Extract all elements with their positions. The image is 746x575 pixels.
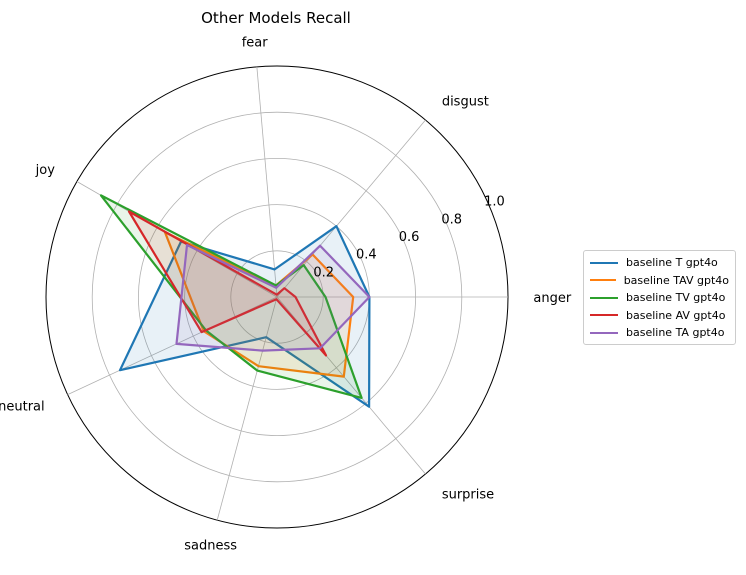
axis-labels: 0.2 0.4 0.6 0.8 1.0 anger disgust fear joy neutra… bbox=[0, 36, 572, 554]
series-line-2 bbox=[99, 194, 363, 399]
legend-label: baseline TA gpt4o bbox=[626, 326, 725, 340]
legend-label: baseline AV gpt4o bbox=[626, 308, 726, 322]
category-label-surprise: surprise bbox=[442, 487, 494, 502]
radial-tick-label: 0.2 bbox=[313, 265, 334, 280]
legend-item: baseline TV gpt4o bbox=[590, 289, 729, 307]
radial-tick-label: 0.6 bbox=[399, 230, 420, 245]
chart-title: Other Models Recall bbox=[201, 9, 351, 27]
radial-tick-label: 0.4 bbox=[356, 248, 377, 263]
legend-swatch bbox=[590, 261, 618, 264]
series-line-4 bbox=[175, 243, 371, 352]
series-fill-4 bbox=[176, 245, 370, 351]
legend-label: baseline TV gpt4o bbox=[626, 291, 726, 305]
legend-item: baseline TAV gpt4o bbox=[590, 272, 729, 290]
series-line-3 bbox=[127, 210, 328, 357]
category-label-disgust: disgust bbox=[442, 95, 489, 110]
radial-tick-label: 1.0 bbox=[484, 195, 505, 210]
series-layer bbox=[99, 194, 371, 408]
category-label-neutral: neutral bbox=[0, 399, 45, 414]
legend: baseline T gpt4o baseline TAV gpt4o baseli… bbox=[583, 250, 736, 345]
series-fill-3 bbox=[129, 211, 326, 356]
category-label-anger: anger bbox=[533, 291, 571, 306]
radial-tick-label: 0.8 bbox=[441, 212, 462, 227]
series-fill-2 bbox=[101, 195, 362, 398]
legend-swatch bbox=[590, 296, 618, 299]
legend-swatch bbox=[590, 331, 618, 334]
spoke-fear bbox=[256, 66, 278, 298]
category-label-joy: joy bbox=[35, 163, 56, 178]
legend-label: baseline TAV gpt4o bbox=[623, 273, 729, 287]
spoke-sadness bbox=[216, 296, 278, 521]
category-label-sadness: sadness bbox=[184, 539, 237, 554]
legend-label: baseline T gpt4o bbox=[626, 256, 718, 270]
legend-item: baseline TA gpt4o bbox=[590, 324, 729, 342]
legend-swatch bbox=[590, 314, 618, 317]
legend-item: baseline T gpt4o bbox=[590, 254, 729, 272]
category-label-fear: fear bbox=[242, 36, 269, 51]
legend-swatch bbox=[590, 279, 616, 282]
legend-item: baseline AV gpt4o bbox=[590, 307, 729, 325]
